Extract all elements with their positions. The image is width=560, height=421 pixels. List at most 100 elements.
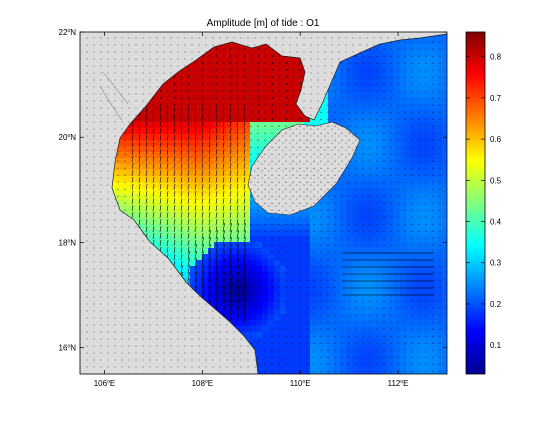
amplitude-cell <box>172 92 179 99</box>
amplitude-cell <box>418 206 425 213</box>
velocity-arrow <box>222 103 225 107</box>
velocity-arrow <box>229 163 232 170</box>
amplitude-cell <box>274 344 281 351</box>
velocity-arrow <box>194 170 197 177</box>
amplitude-cell <box>112 182 119 189</box>
amplitude-cell <box>358 92 365 99</box>
amplitude-cell <box>178 230 185 237</box>
amplitude-cell <box>298 272 305 279</box>
amplitude-cell <box>262 296 269 303</box>
velocity-arrow <box>159 226 162 233</box>
amplitude-cell <box>190 92 197 99</box>
amplitude-cell <box>442 104 447 111</box>
amplitude-cell <box>136 176 143 183</box>
amplitude-cell <box>406 206 413 213</box>
amplitude-cell <box>364 68 371 75</box>
amplitude-cell <box>406 296 413 303</box>
amplitude-cell <box>280 236 287 243</box>
velocity-arrow <box>236 114 239 121</box>
velocity-arrow <box>229 68 232 72</box>
amplitude-cell <box>262 254 269 261</box>
amplitude-cell <box>364 254 371 261</box>
amplitude-cell <box>322 224 329 231</box>
velocity-arrow <box>222 223 225 233</box>
velocity-arrow <box>264 82 267 86</box>
amplitude-cell <box>298 236 305 243</box>
amplitude-cell <box>400 38 407 45</box>
amplitude-cell <box>394 56 401 63</box>
amplitude-cell <box>322 326 329 333</box>
amplitude-cell <box>436 92 443 99</box>
amplitude-cell <box>274 122 281 129</box>
amplitude-cell <box>304 296 311 303</box>
amplitude-cell <box>160 230 167 237</box>
amplitude-cell <box>328 296 335 303</box>
amplitude-cell <box>430 68 437 75</box>
amplitude-cell <box>256 362 263 369</box>
velocity-arrow <box>236 121 239 128</box>
amplitude-cell <box>310 332 317 339</box>
amplitude-cell <box>376 350 383 357</box>
amplitude-cell <box>166 164 173 171</box>
velocity-arrow <box>159 114 162 121</box>
amplitude-cell <box>160 122 167 129</box>
velocity-arrow <box>180 170 183 177</box>
velocity-arrow <box>250 61 253 65</box>
amplitude-cell <box>364 98 371 105</box>
amplitude-cell <box>214 140 221 147</box>
amplitude-cell <box>262 338 269 345</box>
velocity-arrow <box>257 47 260 51</box>
amplitude-cell <box>382 356 389 363</box>
amplitude-cell <box>424 188 431 195</box>
amplitude-cell <box>304 236 311 243</box>
amplitude-cell <box>376 80 383 87</box>
velocity-arrow <box>229 251 232 261</box>
velocity-arrow <box>138 156 141 163</box>
amplitude-cell <box>202 266 209 273</box>
amplitude-cell <box>334 188 341 195</box>
amplitude-cell <box>388 134 395 141</box>
velocity-arrow <box>215 170 218 177</box>
amplitude-cell <box>430 332 437 339</box>
velocity-arrow <box>208 244 211 254</box>
amplitude-cell <box>364 206 371 213</box>
amplitude-cell <box>274 224 281 231</box>
amplitude-cell <box>328 116 335 123</box>
amplitude-cell <box>166 80 173 87</box>
amplitude-cell <box>238 260 245 267</box>
amplitude-cell <box>412 74 419 81</box>
amplitude-cell <box>334 290 341 297</box>
amplitude-cell <box>154 212 161 219</box>
amplitude-cell <box>208 158 215 165</box>
velocity-arrow <box>173 191 176 198</box>
velocity-arrow <box>166 177 169 184</box>
amplitude-cell <box>166 116 173 123</box>
amplitude-cell <box>310 350 317 357</box>
amplitude-cell <box>232 110 239 117</box>
amplitude-cell <box>340 98 347 105</box>
amplitude-cell <box>226 146 233 153</box>
velocity-arrow <box>208 135 211 142</box>
amplitude-cell <box>244 278 251 285</box>
amplitude-cell <box>412 350 419 357</box>
amplitude-cell <box>442 356 447 363</box>
amplitude-cell <box>166 98 173 105</box>
velocity-arrow <box>229 103 232 107</box>
amplitude-cell <box>214 110 221 117</box>
amplitude-cell <box>250 134 257 141</box>
amplitude-cell <box>322 290 329 297</box>
amplitude-cell <box>382 116 389 123</box>
velocity-arrow <box>236 198 239 205</box>
amplitude-cell <box>304 290 311 297</box>
velocity-arrow <box>159 89 162 93</box>
amplitude-cell <box>412 200 419 207</box>
velocity-arrow <box>138 170 141 177</box>
amplitude-cell <box>220 302 227 309</box>
amplitude-cell <box>130 194 137 201</box>
amplitude-cell <box>340 326 347 333</box>
amplitude-cell <box>424 344 431 351</box>
amplitude-cell <box>154 236 161 243</box>
amplitude-cell <box>400 266 407 273</box>
amplitude-cell <box>250 74 257 81</box>
amplitude-cell <box>274 128 281 135</box>
